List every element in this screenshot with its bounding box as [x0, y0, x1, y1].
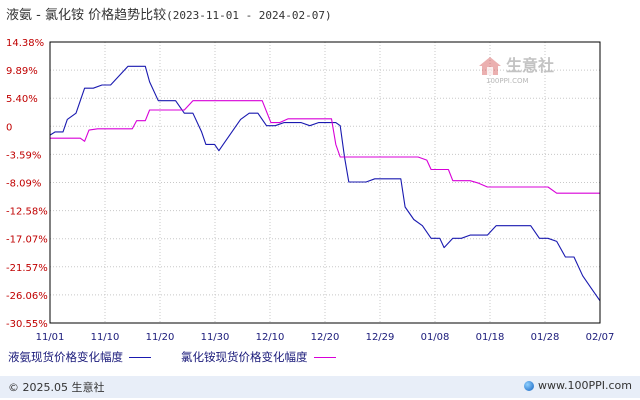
watermark-text: 生意社 — [506, 56, 555, 75]
footer-copyright: © 2025.05 生意社 — [8, 381, 105, 394]
x-tick-label: 11/30 — [201, 332, 230, 343]
footer-website-link[interactable]: www.100PPI.com — [524, 379, 632, 392]
legend-swatch-series-2 — [313, 356, 336, 358]
y-tick-label: -17.07% — [6, 235, 48, 246]
x-tick-label: 11/10 — [91, 332, 120, 343]
chart-series-lines — [49, 65, 601, 302]
series-line-2 — [50, 100, 600, 194]
chart-legend: 液氨现货价格变化幅度 氯化铵现货价格变化幅度 — [8, 349, 366, 365]
legend-label-series-2: 氯化铵现货价格变化幅度 — [181, 350, 308, 364]
x-tick-label: 01/08 — [421, 332, 450, 343]
y-tick-label: 9.89% — [6, 66, 38, 77]
y-tick-label: 0 — [6, 122, 12, 133]
house-logo-icon — [479, 57, 501, 75]
x-tick-label: 12/29 — [366, 332, 395, 343]
y-tick-label: -12.58% — [6, 207, 48, 218]
x-tick-label: 02/07 — [586, 332, 615, 343]
y-tick-label: -21.57% — [6, 263, 48, 274]
x-tick-label: 01/28 — [531, 332, 560, 343]
chart-date-range: (2023-11-01 - 2024-02-07) — [166, 9, 332, 22]
y-axis-ticks: 14.38% 9.89% 5.40% 0 -3.59% -8.09% -12.58% -17.… — [6, 38, 48, 330]
footer-website-text: www.100PPI.com — [538, 379, 632, 392]
y-tick-label: -30.55% — [6, 319, 48, 330]
footer: © 2025.05 生意社 www.100PPI.com — [0, 370, 640, 400]
plot-area-frame — [49, 41, 601, 324]
legend-swatch-series-1 — [129, 356, 151, 358]
footer-bar — [0, 376, 640, 398]
x-tick-label: 12/20 — [311, 332, 340, 343]
y-tick-label: 5.40% — [6, 94, 38, 105]
x-tick-label: 11/20 — [146, 332, 175, 343]
series-line-1 — [49, 65, 601, 302]
y-tick-label: -26.06% — [6, 291, 48, 302]
y-tick-label: -8.09% — [6, 179, 41, 190]
globe-icon — [524, 380, 535, 391]
legend-label-series-1: 液氨现货价格变化幅度 — [8, 350, 123, 364]
y-tick-label: -3.59% — [6, 150, 41, 161]
x-tick-label: 01/18 — [476, 332, 505, 343]
watermark-subtext: 100PPI.COM — [486, 77, 529, 85]
chart-title: 液氨 - 氯化铵 价格趋势比较(2023-11-01 - 2024-02-07) — [6, 4, 332, 23]
y-tick-label: 14.38% — [6, 38, 44, 49]
x-tick-label: 11/01 — [36, 332, 65, 343]
x-tick-label: 12/10 — [256, 332, 285, 343]
chart-title-main: 液氨 - 氯化铵 价格趋势比较 — [6, 8, 167, 23]
x-axis-ticks: 11/01 11/10 11/20 11/30 12/10 12/20 12/29 01/08… — [36, 332, 615, 343]
watermark-logo: 生意社 — [478, 56, 554, 76]
